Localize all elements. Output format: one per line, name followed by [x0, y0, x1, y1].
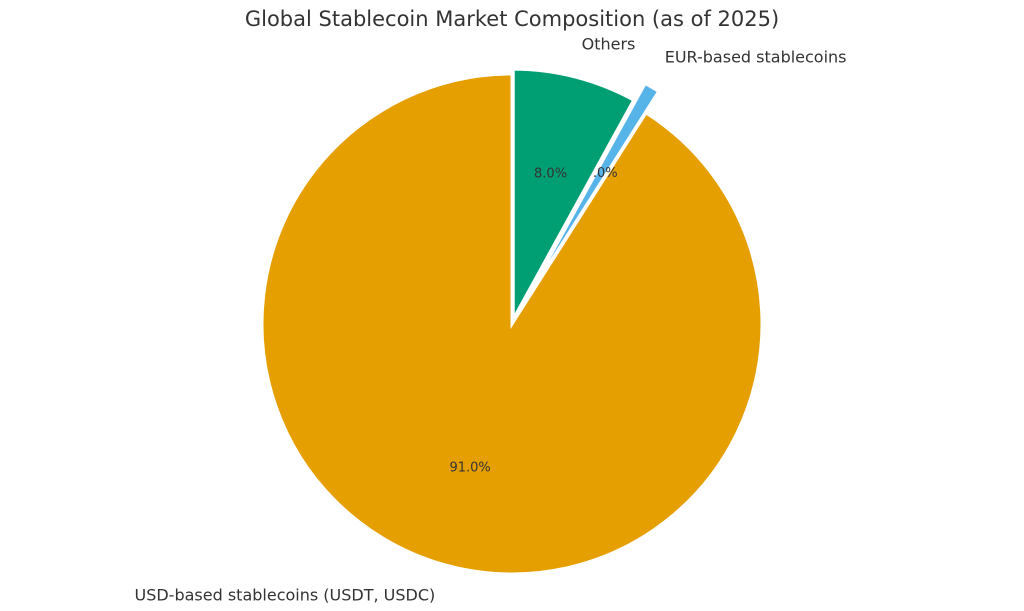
- slice-label: USD-based stablecoins (USDT, USDC): [134, 586, 435, 605]
- pie-slice: [511, 67, 636, 320]
- slice-label: Others: [582, 34, 636, 53]
- chart-title: Global Stablecoin Market Composition (as…: [245, 7, 779, 31]
- percent-label: 8.0%: [534, 166, 567, 181]
- percent-label: 91.0%: [449, 461, 490, 476]
- pie-slice: [260, 72, 764, 576]
- slice-label: EUR-based stablecoins: [665, 47, 847, 66]
- pie-slice: [523, 81, 661, 304]
